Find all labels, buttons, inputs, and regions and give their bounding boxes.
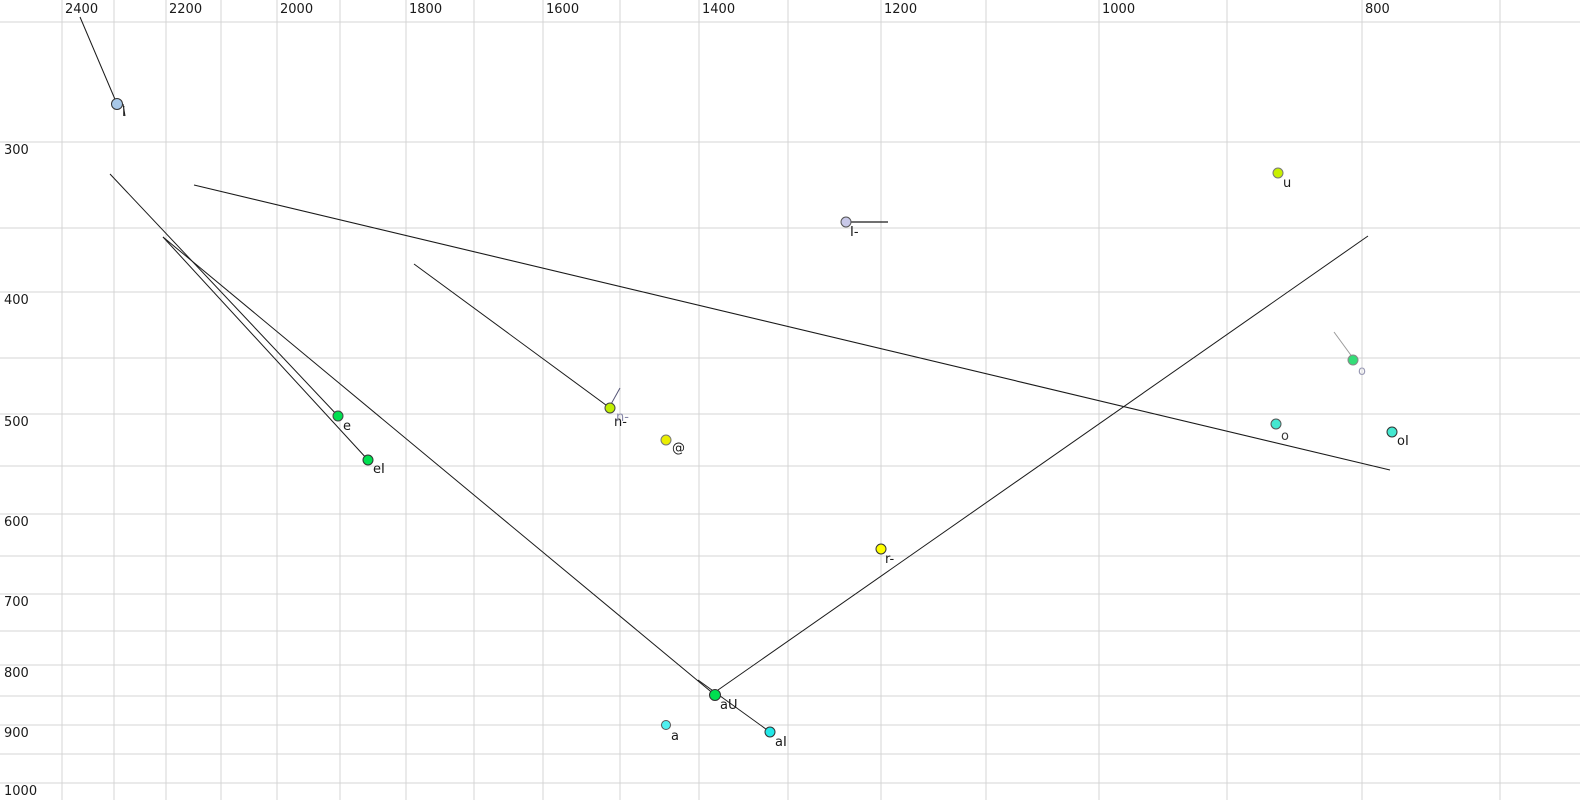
formant-trail-lines	[79, 16, 1391, 733]
y-tick-300: 300	[4, 143, 29, 158]
x-tick-1200: 1200	[884, 2, 918, 17]
vowel-marker-eI[interactable]	[362, 454, 374, 466]
x-tick-1400: 1400	[702, 2, 736, 17]
trail-aU	[162, 236, 716, 696]
x-tick-2200: 2200	[169, 2, 203, 17]
x-tick-1600: 1600	[546, 2, 580, 17]
trail-e	[109, 173, 339, 417]
x-tick-800: 800	[1365, 2, 1390, 17]
trail-o-faint	[1333, 331, 1354, 359]
vowel-marker-i[interactable]	[111, 98, 123, 110]
vowel-label-@: @	[672, 441, 685, 456]
vowel-label-o: o	[1281, 429, 1289, 444]
trail-eI	[162, 236, 369, 461]
vowel-marker-aU[interactable]	[709, 689, 721, 701]
y-tick-800: 800	[4, 666, 29, 681]
vowel-label-aU: aU	[720, 698, 738, 713]
vowel-label-e: e	[343, 419, 351, 434]
vowel-marker-n-[interactable]	[604, 402, 616, 414]
vowel-marker-o[interactable]	[1270, 418, 1282, 430]
x-tick-2000: 2000	[280, 2, 314, 17]
horizontal-gridlines	[0, 21, 1580, 784]
trail-r	[717, 235, 1369, 691]
trail-n	[413, 263, 611, 409]
vowel-label-a: a	[671, 729, 679, 744]
vowel-label-i: i	[122, 105, 126, 120]
trail-long-1	[193, 184, 1391, 471]
vowel-marker-r-[interactable]	[875, 543, 887, 555]
vowel-label-I-: I-	[850, 225, 859, 240]
vowel-marker-oI[interactable]	[1386, 426, 1398, 438]
vowel-label-oI: oI	[1397, 434, 1409, 449]
vowel-label-u: u	[1283, 176, 1292, 191]
vowel-label-n-faint: n-	[616, 410, 629, 425]
vowel-marker-u[interactable]	[1272, 167, 1284, 179]
vowel-label-r-: r-	[885, 552, 895, 567]
y-tick-400: 400	[4, 293, 29, 308]
vowel-label-n-: n-	[614, 415, 627, 430]
x-tick-1000: 1000	[1102, 2, 1136, 17]
vowel-marker-aI[interactable]	[764, 726, 776, 738]
vertical-gridlines	[61, 0, 1501, 800]
trail-i	[79, 16, 118, 105]
x-tick-2400: 2400	[65, 2, 99, 17]
vowel-marker-e[interactable]	[332, 410, 344, 422]
trail-i-tick	[122, 103, 126, 117]
vowel-marker-o-faint[interactable]	[1347, 354, 1359, 366]
y-tick-900: 900	[4, 726, 29, 741]
y-tick-600: 600	[4, 515, 29, 530]
y-tick-1000: 1000	[4, 784, 38, 799]
vowel-label-aI: aI	[775, 735, 787, 750]
y-tick-700: 700	[4, 595, 29, 610]
vowel-marker-@[interactable]	[660, 434, 672, 446]
trail-aI	[697, 679, 771, 733]
vowel-marker-I-[interactable]	[840, 216, 852, 228]
vowel-label-o-faint: o	[1358, 364, 1366, 379]
vowel-label-eI: eI	[373, 462, 385, 477]
x-tick-1800: 1800	[409, 2, 443, 17]
y-tick-500: 500	[4, 415, 29, 430]
vowel-marker-a[interactable]	[661, 720, 671, 730]
vowel-point-markers[interactable]	[111, 98, 1398, 738]
